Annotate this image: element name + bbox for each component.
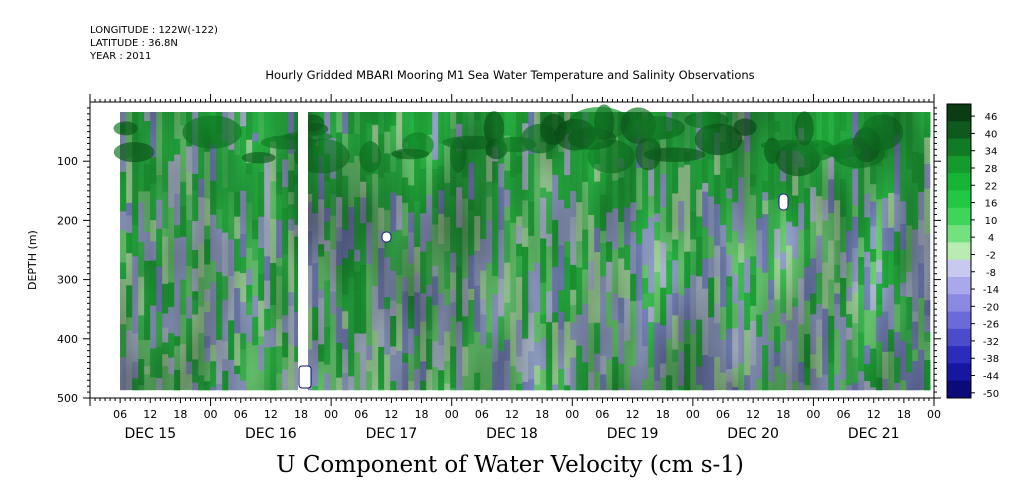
- x-tick-label: 06: [354, 408, 368, 421]
- location-metadata: LONGITUDE : 122W(-122) LATITUDE : 36.8N …: [90, 24, 218, 63]
- x-tick-label: 06: [595, 408, 609, 421]
- x-tick-label: 00: [445, 408, 459, 421]
- x-tick-label: 00: [324, 408, 338, 421]
- colorbar-swatch: [947, 328, 971, 347]
- colorbar-swatch: [947, 225, 971, 243]
- colorbar-label: 34: [985, 147, 998, 158]
- x-day-label: DEC 16: [245, 426, 297, 442]
- x-tick-label: 18: [415, 408, 429, 421]
- x-tick-label: 00: [565, 408, 579, 421]
- x-tick-label: 00: [204, 408, 218, 421]
- field-cell: [600, 389, 607, 391]
- x-tick-label: 12: [143, 408, 157, 421]
- colorbar-label: -32: [983, 337, 999, 348]
- colorbar-label: 16: [985, 199, 998, 210]
- colorbar-swatch: [947, 121, 971, 140]
- colorbar-swatch: [947, 173, 971, 191]
- colorbar-label: 40: [985, 129, 998, 140]
- x-day-label: DEC 15: [124, 426, 176, 442]
- colorbar-label: -14: [983, 285, 999, 296]
- x-tick-label: 06: [716, 408, 730, 421]
- colorbar-swatch: [947, 276, 971, 295]
- x-day-label: DEC 19: [607, 426, 659, 442]
- gap-contour: [298, 365, 312, 389]
- x-tick-label: 18: [656, 408, 670, 421]
- colorbar-label: 46: [985, 112, 998, 123]
- colorbar-swatch: [947, 363, 971, 382]
- data-gap: [298, 112, 308, 392]
- colorbar-label: -50: [983, 389, 999, 400]
- colorbar-swatch: [947, 242, 971, 261]
- x-tick-label: 18: [535, 408, 549, 421]
- x-tick-label: 18: [173, 408, 187, 421]
- missing-cell: [381, 231, 392, 243]
- x-tick-label: 12: [505, 408, 519, 421]
- x-day-label: DEC 20: [727, 426, 779, 442]
- x-tick-label: 06: [113, 408, 127, 421]
- x-tick-label: 06: [837, 408, 851, 421]
- colorbar-swatch: [947, 311, 971, 330]
- year-label: YEAR : 2011: [90, 51, 152, 62]
- colorbar-label: 28: [985, 164, 998, 175]
- longitude-label: LONGITUDE : 122W(-122): [90, 25, 218, 36]
- chart-title: Hourly Gridded MBARI Mooring M1 Sea Wate…: [265, 68, 755, 82]
- x-tick-label: 18: [897, 408, 911, 421]
- missing-cell: [778, 193, 789, 211]
- y-tick-label: 400: [57, 333, 78, 346]
- colorbar-frame: [946, 103, 972, 399]
- colorbar: 46 40 34 28 22 16 10 4 -2 -8 -14 -20 -26 -32 -38 -44 -50: [946, 103, 999, 400]
- x-tick-label: 18: [776, 408, 790, 421]
- x-day-label: DEC 21: [848, 426, 900, 442]
- field-cell: [558, 389, 565, 391]
- variable-title: U Component of Water Velocity (cm s-1): [276, 452, 744, 478]
- x-tick-label: 12: [746, 408, 760, 421]
- y-tick-label: 200: [57, 214, 78, 227]
- x-tick-label: 18: [294, 408, 308, 421]
- x-tick-label: 00: [806, 408, 820, 421]
- axes: 06 12 18 00 06 12 18 00 06 12 18 00 06 12 18 00 06 12 18 00…: [57, 94, 941, 442]
- x-tick-label: 06: [475, 408, 489, 421]
- colorbar-label: -8: [986, 268, 996, 279]
- y-tick-label: 300: [57, 274, 78, 287]
- x-tick-label: 12: [264, 408, 278, 421]
- colorbar-swatch: [947, 207, 971, 226]
- colorbar-label: -2: [986, 250, 996, 261]
- colorbar-swatch: [947, 380, 971, 399]
- latitude-label: LATITUDE : 36.8N: [90, 38, 178, 49]
- colorbar-label: 22: [985, 181, 998, 192]
- colorbar-swatch: [947, 346, 971, 364]
- colorbar-swatch: [947, 138, 971, 157]
- x-day-label: DEC 17: [366, 426, 418, 442]
- colorbar-label: -26: [983, 320, 999, 331]
- colorbar-swatch: [947, 259, 971, 278]
- x-day-label: DEC 18: [486, 426, 538, 442]
- colorbar-label: -38: [983, 354, 999, 365]
- colorbar-swatch: [947, 104, 971, 122]
- colorbar-swatch: [947, 155, 971, 174]
- x-tick-label: 06: [234, 408, 248, 421]
- x-tick-label: 12: [626, 408, 640, 421]
- x-tick-label: 00: [927, 408, 941, 421]
- colorbar-label: 4: [988, 233, 994, 244]
- x-tick-label: 12: [867, 408, 881, 421]
- colorbar-swatch: [947, 190, 971, 209]
- colorbar-label: 10: [985, 216, 998, 227]
- colorbar-label: -20: [983, 302, 999, 313]
- field-cell: [918, 389, 925, 391]
- heatmap-field: [113, 104, 931, 392]
- y-tick-label: 100: [57, 155, 78, 168]
- field-texture: [120, 112, 930, 390]
- y-tick-label: 500: [57, 392, 78, 405]
- colorbar-swatch: [947, 294, 971, 313]
- x-tick-label: 00: [686, 408, 700, 421]
- colorbar-label: -44: [983, 372, 999, 383]
- x-tick-label: 12: [384, 408, 398, 421]
